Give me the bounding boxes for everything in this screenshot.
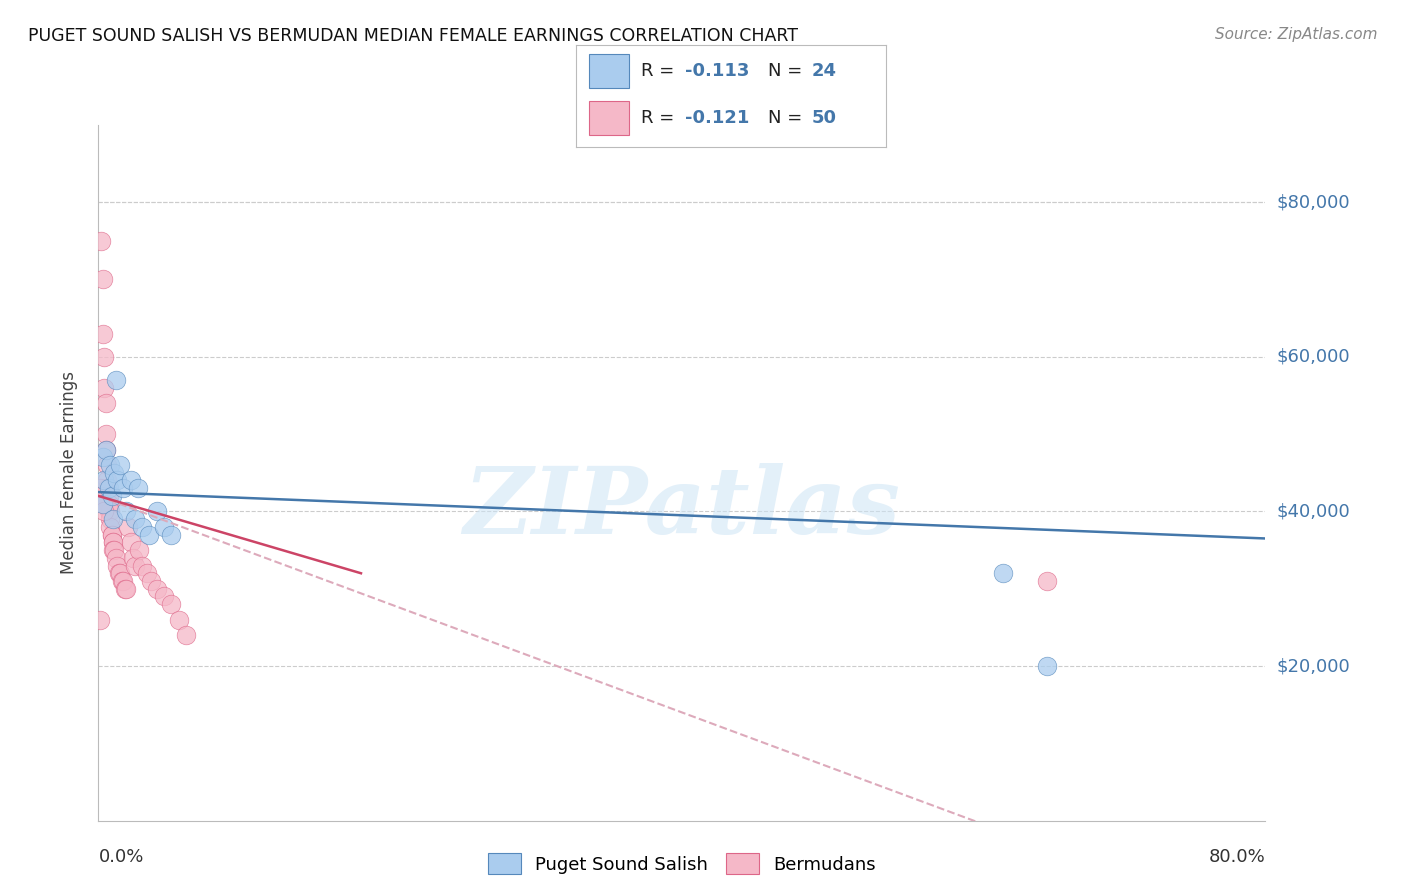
Point bbox=[120, 535, 142, 549]
Point bbox=[90, 489, 112, 503]
Point bbox=[110, 566, 132, 581]
Point bbox=[120, 474, 142, 488]
Point bbox=[98, 504, 121, 518]
Text: N =: N = bbox=[768, 62, 808, 79]
Point bbox=[122, 550, 145, 565]
Text: R =: R = bbox=[641, 109, 681, 127]
Text: R =: R = bbox=[641, 62, 681, 79]
Point bbox=[167, 613, 190, 627]
Point bbox=[98, 512, 121, 526]
Text: $40,000: $40,000 bbox=[1277, 502, 1350, 520]
Point bbox=[153, 590, 176, 604]
Point bbox=[131, 558, 153, 573]
Point bbox=[94, 442, 117, 457]
Point bbox=[100, 527, 122, 541]
Point bbox=[97, 497, 120, 511]
Point bbox=[101, 512, 124, 526]
Point bbox=[104, 373, 127, 387]
Point bbox=[105, 558, 128, 573]
Point bbox=[174, 628, 197, 642]
Point bbox=[117, 520, 139, 534]
Point bbox=[90, 234, 112, 248]
Point bbox=[94, 427, 117, 442]
Text: $20,000: $20,000 bbox=[1277, 657, 1350, 675]
Point bbox=[104, 550, 127, 565]
Point bbox=[100, 527, 122, 541]
Point bbox=[128, 543, 150, 558]
Point bbox=[96, 458, 118, 472]
Text: 0.0%: 0.0% bbox=[98, 848, 143, 866]
Text: 80.0%: 80.0% bbox=[1209, 848, 1265, 866]
Point bbox=[1035, 659, 1057, 673]
Point bbox=[100, 489, 122, 503]
Point bbox=[139, 574, 162, 588]
Point bbox=[91, 272, 114, 286]
Point bbox=[89, 481, 111, 495]
Y-axis label: Median Female Earnings: Median Female Earnings bbox=[59, 371, 77, 574]
Point bbox=[98, 458, 121, 472]
Point bbox=[135, 566, 157, 581]
Point bbox=[97, 489, 120, 503]
Point bbox=[101, 543, 124, 558]
Point bbox=[91, 450, 114, 465]
Point bbox=[115, 504, 138, 518]
Point bbox=[112, 574, 135, 588]
Point bbox=[94, 396, 117, 410]
Point bbox=[93, 474, 115, 488]
Point bbox=[124, 558, 146, 573]
Text: PUGET SOUND SALISH VS BERMUDAN MEDIAN FEMALE EARNINGS CORRELATION CHART: PUGET SOUND SALISH VS BERMUDAN MEDIAN FE… bbox=[28, 27, 799, 45]
Point bbox=[160, 597, 183, 611]
Point bbox=[94, 442, 117, 457]
Point bbox=[98, 520, 121, 534]
Point bbox=[89, 613, 111, 627]
Point bbox=[115, 582, 138, 596]
Point bbox=[91, 326, 114, 341]
Legend: Puget Sound Salish, Bermudans: Puget Sound Salish, Bermudans bbox=[481, 846, 883, 881]
Point bbox=[101, 535, 124, 549]
Point bbox=[105, 474, 128, 488]
Point bbox=[131, 520, 153, 534]
Point bbox=[127, 481, 149, 495]
Point bbox=[1035, 574, 1057, 588]
Text: ZIPatlas: ZIPatlas bbox=[464, 463, 900, 552]
Point bbox=[101, 535, 124, 549]
Point bbox=[93, 504, 115, 518]
Text: -0.113: -0.113 bbox=[685, 62, 749, 79]
Text: $80,000: $80,000 bbox=[1277, 194, 1350, 211]
Text: N =: N = bbox=[768, 109, 808, 127]
Text: 50: 50 bbox=[811, 109, 837, 127]
Point bbox=[110, 458, 132, 472]
Text: $60,000: $60,000 bbox=[1277, 348, 1350, 366]
Point bbox=[146, 504, 169, 518]
Point bbox=[153, 520, 176, 534]
Point bbox=[138, 527, 160, 541]
Point bbox=[991, 566, 1014, 581]
Point bbox=[96, 481, 118, 495]
Point bbox=[108, 566, 131, 581]
Point bbox=[96, 474, 118, 488]
Point bbox=[97, 504, 120, 518]
Point bbox=[124, 512, 146, 526]
Point bbox=[112, 481, 135, 495]
Text: -0.121: -0.121 bbox=[685, 109, 749, 127]
Point bbox=[93, 381, 115, 395]
Point bbox=[103, 466, 125, 480]
Point bbox=[114, 582, 136, 596]
Text: Source: ZipAtlas.com: Source: ZipAtlas.com bbox=[1215, 27, 1378, 42]
Point bbox=[160, 527, 183, 541]
Bar bbox=[589, 54, 628, 87]
Bar bbox=[589, 101, 628, 135]
Point bbox=[93, 350, 115, 364]
Point bbox=[91, 497, 114, 511]
Point bbox=[146, 582, 169, 596]
Point bbox=[103, 543, 125, 558]
Point bbox=[111, 574, 134, 588]
Text: 24: 24 bbox=[811, 62, 837, 79]
Point bbox=[97, 481, 120, 495]
Point bbox=[91, 497, 114, 511]
